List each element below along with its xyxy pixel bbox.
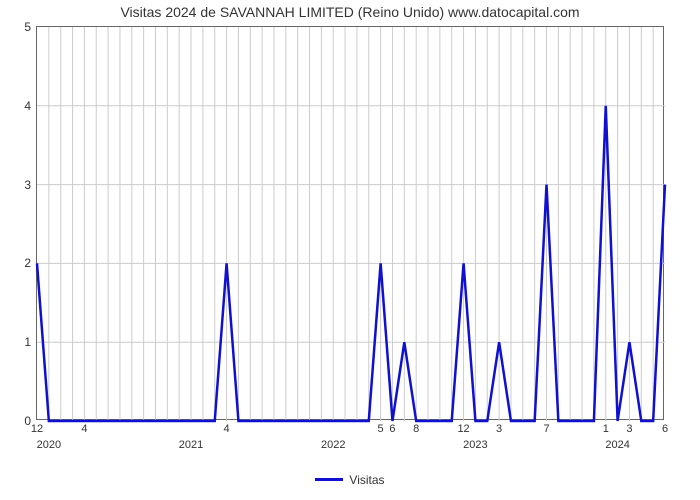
x-tick-year: 2021: [179, 419, 203, 451]
x-tick-month: 6: [389, 419, 395, 435]
legend: Visitas: [0, 472, 700, 487]
x-tick-year: 2024: [605, 419, 629, 451]
y-tick-label: 5: [24, 20, 37, 34]
plot-svg: [37, 27, 665, 421]
x-tick-month: 4: [224, 419, 230, 435]
plot-area: 0123451244568123713620202021202220232024: [36, 26, 664, 420]
x-tick-month: 8: [413, 419, 419, 435]
legend-label: Visitas: [349, 473, 384, 487]
y-tick-label: 1: [24, 335, 37, 349]
y-tick-label: 4: [24, 99, 37, 113]
x-tick-month: 4: [81, 419, 87, 435]
x-tick-month: 3: [496, 419, 502, 435]
chart-container: Visitas 2024 de SAVANNAH LIMITED (Reino …: [0, 0, 700, 500]
x-tick-year: 2023: [463, 419, 487, 451]
y-tick-label: 3: [24, 178, 37, 192]
x-tick-year: 2020: [37, 419, 61, 451]
legend-swatch: [315, 478, 343, 481]
x-tick-month: 6: [662, 419, 668, 435]
chart-title: Visitas 2024 de SAVANNAH LIMITED (Reino …: [0, 4, 700, 20]
x-tick-year: 2022: [321, 419, 345, 451]
y-tick-label: 2: [24, 256, 37, 270]
x-tick-month: 7: [543, 419, 549, 435]
x-tick-month: 5: [378, 419, 384, 435]
